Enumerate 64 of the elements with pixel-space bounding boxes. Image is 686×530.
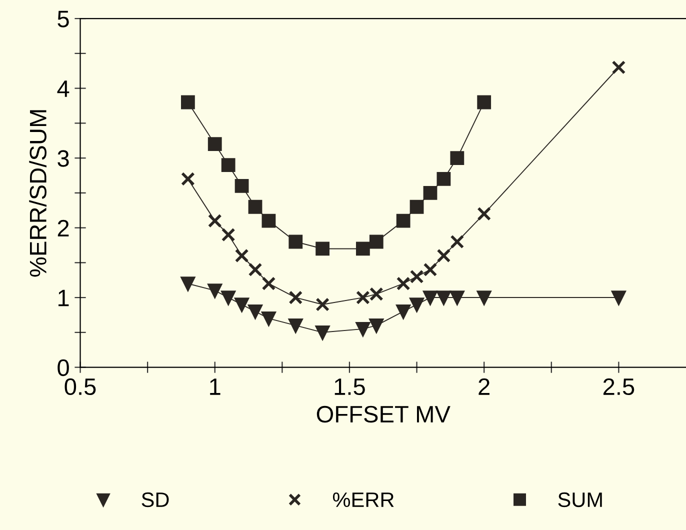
point	[356, 322, 370, 336]
point	[369, 234, 384, 249]
point	[450, 290, 464, 304]
point	[477, 206, 492, 221]
point	[436, 290, 451, 304]
point	[410, 270, 424, 284]
point	[248, 304, 262, 318]
legend-label: SD	[142, 492, 169, 508]
point	[410, 298, 424, 312]
y-tick-label: 1	[58, 290, 69, 306]
x-tick-label: 0.5	[64, 378, 96, 396]
point	[316, 298, 330, 312]
point	[396, 276, 410, 291]
point	[288, 234, 303, 249]
point	[248, 262, 262, 277]
point	[396, 304, 410, 318]
x-axis-title: OFFSET MV	[316, 406, 450, 423]
point	[436, 172, 451, 186]
point	[181, 172, 195, 186]
point	[356, 242, 370, 256]
point	[288, 318, 303, 332]
point	[181, 276, 195, 291]
point	[316, 325, 330, 340]
point	[436, 248, 451, 263]
y-tick-label: 0	[58, 359, 69, 376]
point	[208, 137, 222, 152]
point	[612, 290, 626, 304]
point	[477, 290, 492, 304]
point	[208, 284, 222, 298]
y-tick-label: 3	[58, 150, 69, 167]
point	[262, 276, 276, 291]
y-tick-label: 2	[58, 220, 69, 236]
point	[262, 312, 276, 326]
x-tick-label: 2.5	[603, 378, 634, 396]
point	[208, 214, 222, 228]
point	[369, 318, 384, 332]
point	[234, 248, 249, 263]
point	[234, 298, 249, 312]
point	[262, 214, 276, 228]
point	[423, 290, 438, 304]
legend-label: %ERR	[332, 492, 394, 508]
point	[477, 95, 492, 110]
legend-label: SUM	[558, 492, 602, 508]
point	[316, 242, 330, 256]
point	[221, 158, 236, 172]
x-tick-label: 1	[210, 378, 220, 395]
point	[423, 262, 438, 277]
y-axis-title: %ERR/SD/SUM	[29, 110, 46, 277]
point	[423, 186, 438, 200]
point	[181, 95, 195, 110]
point	[612, 60, 626, 74]
point	[396, 214, 410, 228]
y-tick-label: 4	[57, 80, 70, 97]
point	[450, 151, 464, 165]
point	[288, 290, 303, 304]
y-tick-label: 5	[58, 10, 69, 28]
x-tick-label: 1.5	[334, 378, 365, 396]
point	[221, 228, 236, 242]
point	[234, 179, 249, 193]
x-tick-label: 2	[478, 378, 490, 395]
point	[450, 234, 464, 249]
point	[221, 290, 236, 304]
point	[410, 200, 424, 214]
point	[248, 200, 262, 214]
